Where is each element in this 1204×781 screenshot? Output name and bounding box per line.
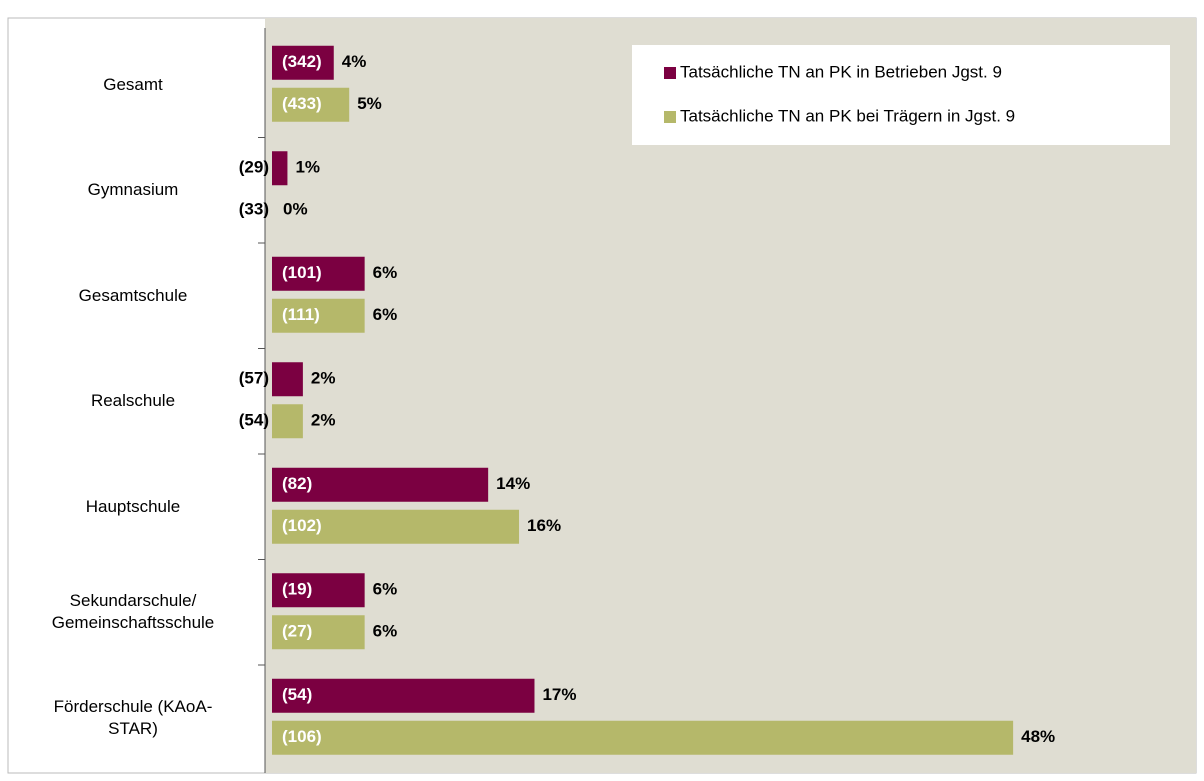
value-label: 6%	[373, 305, 398, 324]
bar	[272, 298, 365, 333]
value-label: 16%	[527, 516, 561, 535]
legend-label: Tatsächliche TN an PK bei Trägern in Jgs…	[680, 106, 1015, 125]
legend-box	[632, 45, 1170, 145]
category-label: Hauptschule	[85, 496, 181, 516]
value-label: 17%	[542, 685, 576, 704]
bar	[272, 404, 303, 439]
category-label: Gesamtschule	[78, 285, 188, 305]
value-label: 4%	[342, 52, 367, 71]
count-label: (54)	[239, 411, 269, 430]
bar	[272, 678, 535, 713]
count-label: (111)	[282, 305, 320, 324]
count-label: (106)	[282, 727, 322, 746]
category-label: Sekundarschule/ Gemeinschaftsschule	[51, 591, 215, 633]
value-label: 5%	[357, 94, 382, 113]
count-label: (33)	[239, 200, 269, 219]
legend-swatch	[664, 67, 676, 79]
category-label: Gymnasium	[87, 180, 179, 200]
value-label: 2%	[311, 411, 336, 430]
count-label: (433)	[282, 94, 322, 113]
count-label: (54)	[282, 685, 312, 704]
value-label: 6%	[373, 263, 398, 282]
bar	[272, 615, 365, 650]
count-label: (27)	[282, 622, 312, 641]
bar	[272, 509, 520, 544]
bar	[272, 151, 288, 186]
count-label: (342)	[282, 52, 322, 71]
count-label: (102)	[282, 516, 322, 535]
count-label: (101)	[282, 263, 322, 282]
bar	[272, 256, 365, 291]
count-label: (29)	[239, 158, 269, 177]
bar	[272, 45, 334, 80]
bar	[272, 87, 350, 122]
category-label: Realschule	[90, 391, 176, 411]
value-label: 0%	[283, 200, 308, 219]
bar	[272, 573, 365, 608]
value-label: 2%	[311, 369, 336, 388]
value-label: 1%	[295, 158, 320, 177]
value-label: 6%	[373, 622, 398, 641]
bar	[272, 362, 303, 397]
bar	[272, 720, 1014, 755]
category-label: Gesamt	[103, 74, 163, 94]
legend-swatch	[664, 111, 676, 123]
count-label: (19)	[282, 580, 312, 599]
count-label: (57)	[239, 369, 269, 388]
value-label: 48%	[1021, 727, 1055, 746]
value-label: 6%	[373, 580, 398, 599]
bar	[272, 467, 489, 502]
category-label: Förderschule (KAoA- STAR)	[53, 696, 213, 738]
legend-label: Tatsächliche TN an PK in Betrieben Jgst.…	[680, 62, 1002, 81]
count-label: (82)	[282, 474, 312, 493]
value-label: 14%	[496, 474, 530, 493]
